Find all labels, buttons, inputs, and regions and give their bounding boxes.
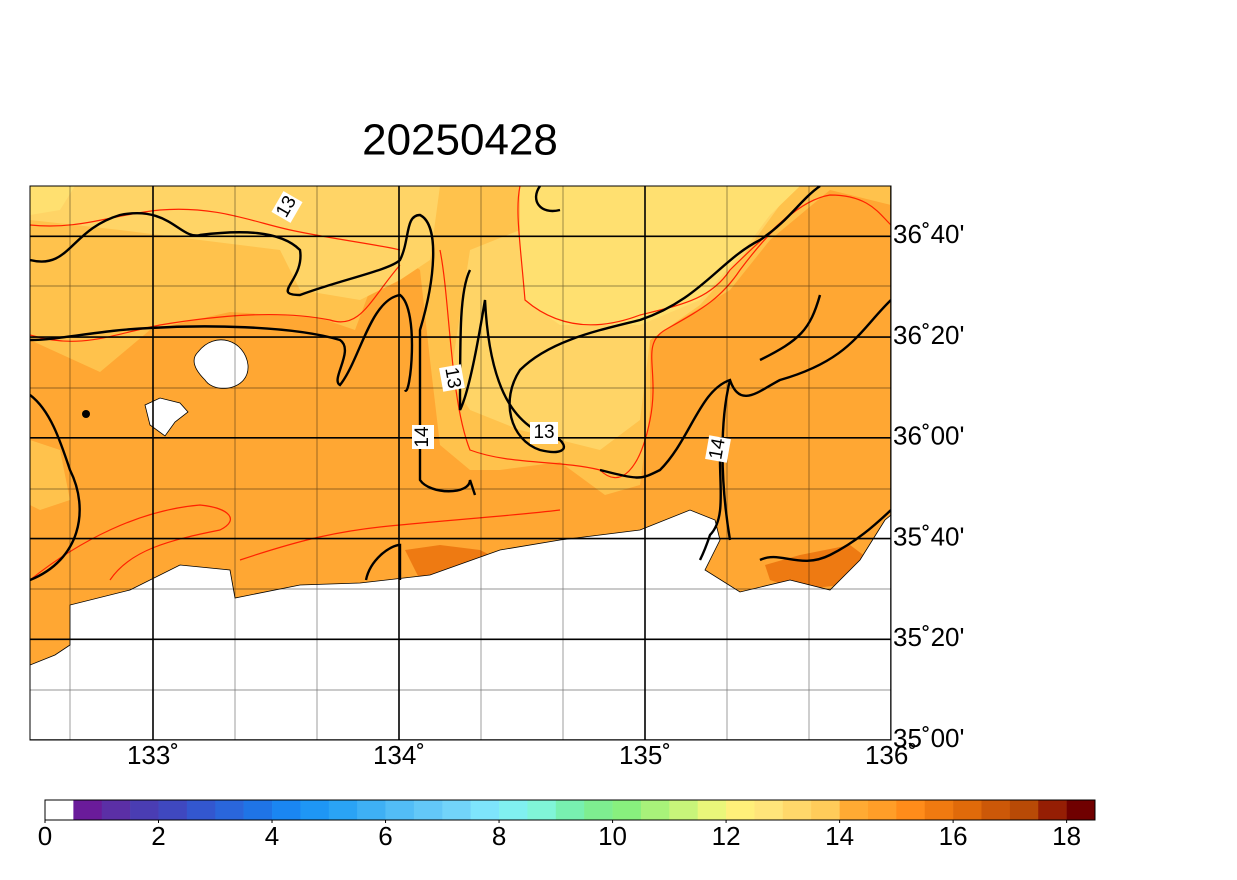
- sst-band: [520, 186, 800, 325]
- colorbar-swatch: [357, 800, 386, 820]
- contour-black: [30, 186, 891, 582]
- colorbar-swatch: [839, 800, 869, 820]
- colorbar-tick-label: 16: [939, 821, 968, 851]
- colorbar-swatch: [754, 800, 784, 820]
- colorbar-swatch: [442, 800, 471, 820]
- island: [82, 410, 90, 418]
- colorbar-swatch: [867, 800, 897, 820]
- colorbar-tick-label: 10: [598, 821, 627, 851]
- y-tick-label: 36˚40': [893, 219, 964, 249]
- colorbar-swatch: [924, 800, 954, 820]
- colorbar-swatch: [697, 800, 727, 820]
- colorbar-swatch: [896, 800, 926, 820]
- y-tick-label: 36˚00': [893, 421, 964, 451]
- contour-label-bg: [705, 435, 731, 463]
- colorbar-tick-label: 6: [378, 821, 392, 851]
- x-tick-label: 136˚: [865, 740, 917, 770]
- colorbar-swatch: [555, 800, 585, 820]
- colorbar-swatch: [413, 800, 443, 820]
- major-grid: [30, 186, 891, 740]
- y-tick-label: 35˚40': [893, 521, 964, 551]
- sst-band: [30, 440, 70, 510]
- contour-label: 13: [440, 366, 464, 390]
- colorbar-swatch: [726, 800, 755, 820]
- colorbar-swatch: [73, 800, 103, 820]
- colorbar-swatch: [385, 800, 415, 820]
- colorbar-swatch: [1009, 800, 1039, 820]
- contour-label-bg: [530, 422, 558, 444]
- colorbar-frame: [44, 799, 1096, 821]
- colorbar-swatch: [158, 800, 188, 820]
- x-tick-label: 135˚: [619, 740, 671, 770]
- x-tick-label: 133˚: [127, 740, 179, 770]
- contour-red: [30, 186, 891, 581]
- contour-label-bg: [271, 191, 303, 223]
- colorbar-swatch: [981, 800, 1011, 820]
- colorbar-swatch: [953, 800, 982, 820]
- colorbar-swatch: [470, 800, 500, 820]
- colorbar-swatch: [499, 800, 528, 820]
- colorbar-swatch: [811, 800, 840, 820]
- grid: [30, 186, 891, 740]
- colorbar-swatch: [272, 800, 301, 820]
- colorbar-swatch: [215, 800, 244, 820]
- colorbar-swatch: [527, 800, 557, 820]
- colorbar-swatch: [584, 800, 613, 820]
- sst-field: [30, 186, 891, 740]
- map-frame: [29, 185, 892, 741]
- colorbar-swatch: [186, 800, 216, 820]
- colorbar-swatch: [782, 800, 812, 820]
- contour-label: 14: [412, 426, 433, 448]
- colorbar-swatch: [1066, 800, 1096, 820]
- contour-label-bg: [412, 425, 434, 449]
- colorbar-swatch: [640, 800, 670, 820]
- colorbar-swatch: [130, 800, 159, 820]
- map-title: 20250428: [362, 116, 558, 165]
- colorbar-tick-label: 18: [1052, 821, 1081, 851]
- colorbar-tick-label: 14: [825, 821, 854, 851]
- sst-band: [30, 240, 70, 310]
- x-tick-label: 134˚: [373, 740, 425, 770]
- colorbar-swatch: [328, 800, 358, 820]
- island: [193, 339, 249, 389]
- colorbar-swatch: [243, 800, 273, 820]
- land: [30, 509, 891, 740]
- colorbar-swatch: [1038, 800, 1067, 820]
- y-tick-label: 35˚20': [893, 622, 964, 652]
- colorbar-tick-label: 2: [151, 821, 165, 851]
- y-tick-label: 35˚00': [893, 723, 964, 753]
- y-tick-label: 36˚20': [893, 320, 964, 350]
- colorbar: 0 2 4 6 8 10 12 14 16 18: [38, 799, 1096, 851]
- contour-labels: 13 13 14 13 14: [271, 191, 731, 463]
- sst-band: [30, 186, 75, 215]
- axes: 133˚ 134˚ 135˚ 136˚35˚00' 35˚20' 35˚40' 36˚00'…: [127, 219, 964, 770]
- contour-label: 14: [705, 436, 729, 461]
- colorbar-swatch: [45, 800, 74, 820]
- colorbar-swatch: [612, 800, 642, 820]
- contour-label-bg: [439, 364, 465, 392]
- colorbar-swatch: [101, 800, 131, 820]
- colorbar-tick-label: 0: [38, 821, 52, 851]
- colorbar-swatch: [300, 800, 330, 820]
- contour-label: 13: [533, 422, 554, 443]
- colorbar-tick-label: 4: [265, 821, 279, 851]
- colorbar-tick-label: 12: [712, 821, 741, 851]
- colorbar-swatch: [669, 800, 699, 820]
- colorbar-tick-label: 8: [492, 821, 506, 851]
